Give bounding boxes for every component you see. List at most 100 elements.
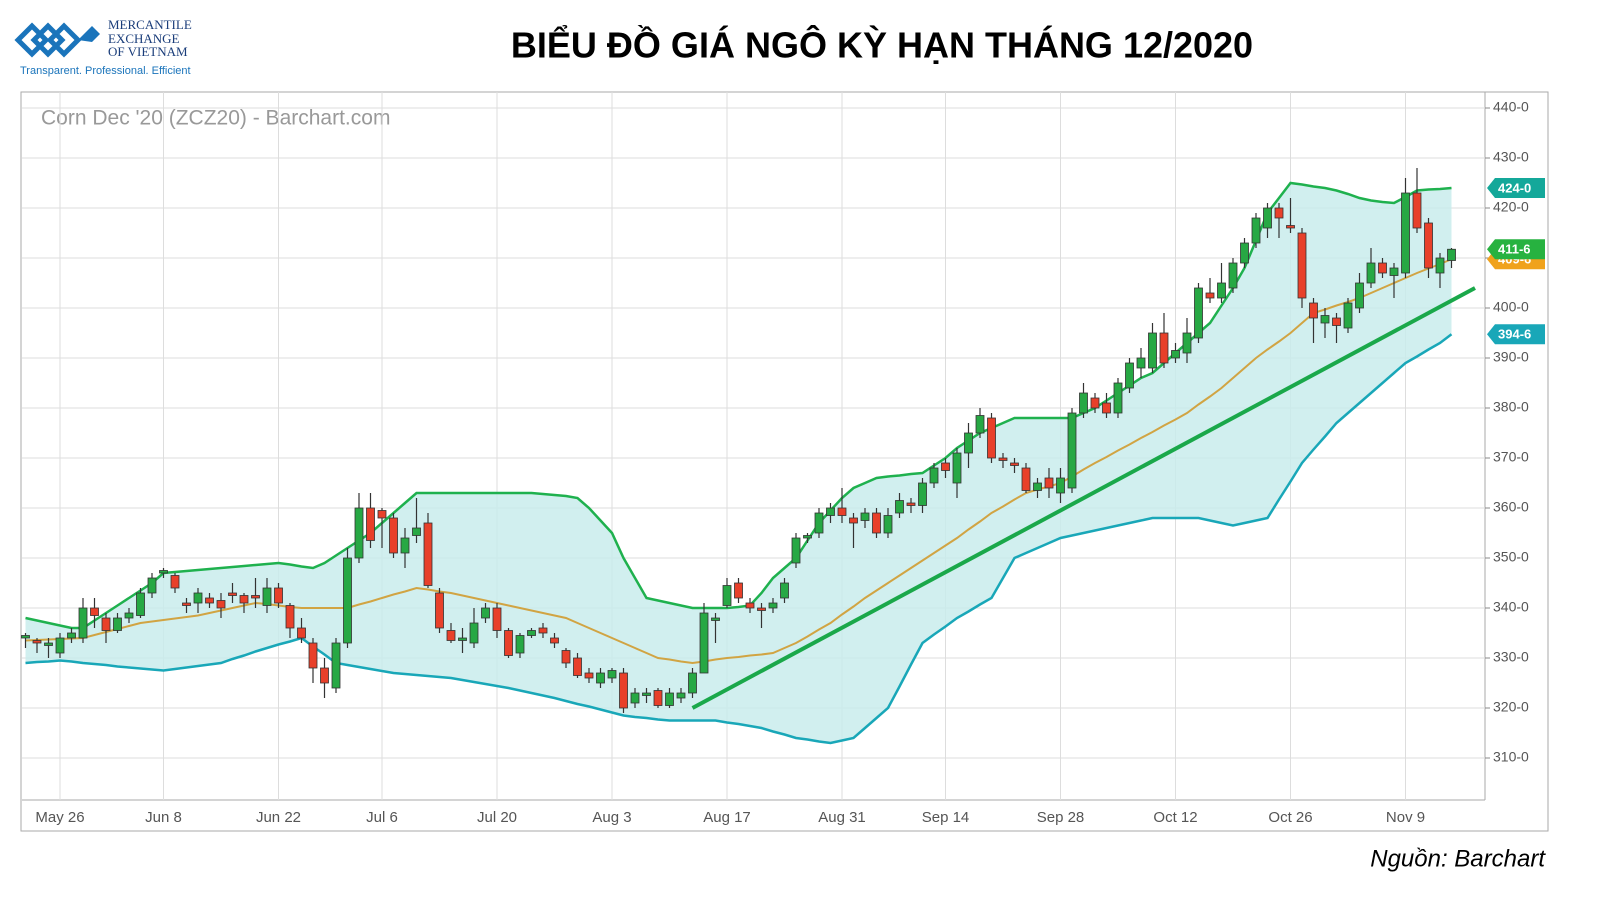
candle-body	[607, 670, 617, 679]
candle-body	[1240, 242, 1249, 264]
candle-body	[32, 640, 42, 644]
y-tick-label: 310-0	[1493, 749, 1529, 765]
candle-body	[1194, 287, 1203, 339]
candle-body	[101, 617, 111, 631]
y-tick-label: 340-0	[1493, 599, 1529, 615]
candle-body	[1079, 392, 1088, 414]
candle-body	[67, 632, 76, 639]
candle-body	[642, 692, 651, 696]
candle-body	[124, 612, 134, 619]
candle-body	[239, 595, 249, 604]
logo-text: OF VIETNAM	[108, 44, 188, 59]
candle-body	[343, 557, 352, 644]
candle-body	[527, 630, 536, 636]
candle-body	[814, 512, 824, 534]
candle-body	[1401, 192, 1410, 274]
candle-body	[941, 462, 950, 471]
candle-body	[366, 507, 375, 541]
y-tick-label: 330-0	[1493, 649, 1529, 665]
candle-body	[837, 507, 847, 516]
candle-body	[481, 607, 490, 619]
candle-body	[596, 672, 605, 684]
candle-body	[768, 602, 778, 609]
candle-body	[1021, 467, 1031, 491]
candle-body	[1102, 402, 1111, 414]
candle-body	[918, 482, 927, 506]
y-tick-label: 390-0	[1493, 349, 1529, 365]
x-tick-label: Sep 14	[922, 809, 970, 826]
candle-body	[711, 617, 720, 621]
trendline	[691, 286, 1476, 710]
candle-body	[1148, 332, 1157, 369]
chart-subtitle: Corn Dec '20 (ZCZ20) - Barchart.com	[41, 107, 390, 130]
candle-body	[860, 512, 870, 521]
price-label: 394-6	[1498, 327, 1531, 342]
candle-body	[113, 617, 122, 631]
x-tick-label: Jul 20	[477, 809, 517, 826]
logo-text: EXCHANGE	[108, 31, 180, 46]
candle-body	[1389, 267, 1399, 276]
candle-body	[573, 657, 582, 676]
y-tick-label: 400-0	[1493, 299, 1529, 315]
candle-body	[1355, 282, 1364, 309]
candle-body	[906, 502, 916, 506]
candle-body	[584, 672, 594, 679]
candle-body	[308, 642, 318, 669]
candle-body	[412, 527, 421, 536]
candle-body	[354, 507, 364, 559]
candle-body	[1125, 362, 1134, 389]
candle-body	[297, 627, 306, 639]
candle-body	[193, 592, 203, 604]
candle-body	[1435, 257, 1445, 274]
candle-body	[722, 585, 732, 606]
candle-body	[170, 575, 180, 589]
candle-body	[849, 517, 858, 524]
candle-body	[780, 582, 789, 599]
candle-body	[561, 650, 571, 664]
x-tick-label: Jul 6	[366, 809, 398, 826]
x-tick-label: Jun 22	[256, 809, 301, 826]
candle-body	[665, 692, 674, 706]
y-tick-label: 430-0	[1493, 149, 1529, 165]
price-label-box	[1487, 239, 1545, 260]
candle-body	[1378, 262, 1387, 274]
candle-body	[262, 587, 272, 606]
logo-tagline: Transparent. Professional. Efficient	[20, 65, 191, 77]
candle-body	[1044, 477, 1054, 489]
candle-body	[688, 672, 697, 694]
candle-body	[136, 592, 145, 616]
candle-body	[469, 622, 479, 644]
candle-body	[1010, 462, 1019, 466]
candle-body	[619, 672, 628, 709]
candle-body	[1217, 282, 1226, 299]
candle-body	[251, 595, 260, 599]
candle-body	[216, 600, 226, 609]
candle-body	[400, 537, 410, 554]
price-label: 411-6	[1498, 242, 1531, 257]
y-tick-label: 360-0	[1493, 499, 1529, 515]
y-tick-label: 380-0	[1493, 399, 1529, 415]
candle-body	[895, 500, 904, 514]
x-tick-label: Aug 3	[592, 809, 631, 826]
candle-body	[377, 510, 387, 519]
y-tick-label: 320-0	[1493, 699, 1529, 715]
logo-text: MERCANTILE	[108, 17, 192, 32]
candle-body	[745, 602, 755, 609]
candle-body	[630, 692, 640, 704]
y-tick-label: 350-0	[1493, 549, 1529, 565]
x-tick-label: May 26	[35, 809, 84, 826]
x-tick-label: Aug 31	[818, 809, 866, 826]
candle-body	[975, 415, 985, 434]
candle-body	[1343, 302, 1353, 329]
candle-body	[964, 432, 973, 454]
candle-body	[1447, 248, 1456, 261]
candle-body	[952, 452, 962, 484]
candle-body	[228, 592, 237, 596]
candle-body	[929, 467, 939, 484]
candle-body	[147, 577, 157, 594]
candle-body	[44, 642, 53, 646]
chart-title: BIỂU ĐỒ GIÁ NGÔ KỲ HẠN THÁNG 12/2020	[511, 24, 1253, 66]
candle-body	[274, 587, 283, 604]
